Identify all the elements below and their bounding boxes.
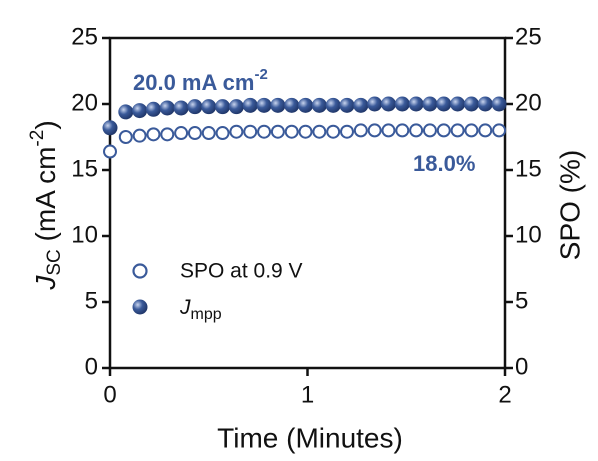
data-point — [380, 96, 396, 112]
annotation-text: 20.0 mA cm — [133, 70, 254, 95]
data-point — [270, 97, 286, 113]
data-point — [242, 97, 258, 113]
data-point — [132, 128, 147, 143]
data-point — [159, 100, 175, 116]
y-label-main: J — [30, 275, 61, 291]
data-point — [409, 123, 424, 138]
data-point — [103, 144, 117, 159]
data-point — [174, 126, 189, 141]
data-point — [284, 124, 299, 139]
data-point — [284, 97, 300, 113]
y-tick-label: 10 — [71, 221, 98, 248]
y-tick-label: 0 — [85, 353, 98, 380]
y-tick-label: 5 — [85, 287, 98, 314]
data-point — [491, 96, 507, 112]
y2-tick-label: 20 — [515, 89, 542, 116]
data-point — [118, 130, 133, 144]
data-point — [477, 96, 493, 112]
legend-label-sub: mpp — [191, 306, 222, 323]
data-point — [118, 104, 134, 120]
data-point — [422, 96, 438, 112]
data-point — [187, 126, 202, 141]
data-point — [395, 123, 410, 138]
y-label-rest: (mA cm — [30, 147, 61, 250]
data-point — [450, 123, 465, 138]
data-point — [325, 97, 341, 113]
data-point — [339, 97, 355, 113]
data-point — [326, 124, 341, 139]
y-label-sup: -2 — [27, 130, 48, 147]
data-point — [367, 123, 382, 138]
data-point — [464, 123, 479, 138]
data-point — [215, 126, 230, 141]
x-axis-label: Time (Minutes) — [217, 422, 403, 453]
data-point — [367, 96, 383, 112]
y-tick-label: 20 — [71, 89, 98, 116]
data-point — [436, 123, 451, 138]
data-point — [243, 124, 258, 139]
y2-axis-label: SPO (%) — [554, 150, 585, 260]
y2-tick-label: 25 — [515, 23, 542, 50]
y2-tick-label: 10 — [515, 221, 542, 248]
data-point — [353, 97, 369, 113]
data-point — [257, 124, 272, 139]
data-point — [201, 126, 216, 141]
annotation: 18.0% — [413, 151, 475, 176]
legend-marker — [132, 299, 148, 315]
data-point — [298, 97, 314, 113]
data-point — [492, 123, 507, 138]
x-tick-label: 1 — [301, 381, 314, 408]
x-tick-label: 2 — [498, 381, 511, 408]
data-point — [340, 124, 354, 139]
data-point — [298, 124, 313, 139]
data-point — [394, 96, 410, 112]
data-point — [381, 123, 396, 138]
data-point — [422, 123, 437, 138]
data-point — [201, 99, 217, 115]
y-label-end: ) — [30, 120, 61, 129]
data-point — [146, 127, 161, 142]
data-point — [229, 124, 244, 139]
annotation: 20.0 mA cm-2 — [133, 66, 268, 95]
x-tick-label: 0 — [103, 381, 116, 408]
y-axis-label: JSC (mA cm-2) — [27, 120, 65, 290]
data-point — [187, 99, 203, 115]
data-point — [270, 124, 285, 139]
y2-tick-label: 15 — [515, 155, 542, 182]
data-point — [312, 124, 327, 139]
data-point — [173, 100, 189, 116]
data-point — [353, 123, 368, 138]
y-tick-label: 25 — [71, 23, 98, 50]
data-point — [436, 96, 452, 112]
y-label-sub: SC — [44, 249, 65, 275]
y-tick-label: 15 — [71, 155, 98, 182]
legend-marker — [132, 263, 148, 279]
data-point — [215, 99, 231, 115]
data-point — [228, 99, 244, 115]
data-point — [256, 97, 272, 113]
legend-label: SPO at 0.9 V — [180, 260, 303, 283]
legend-label: Jmpp — [179, 296, 222, 324]
data-point — [450, 96, 466, 112]
data-point — [102, 120, 118, 136]
y2-tick-label: 0 — [515, 353, 528, 380]
data-point — [311, 97, 327, 113]
data-point — [145, 101, 161, 117]
data-point — [132, 103, 148, 119]
data-point — [408, 96, 424, 112]
data-point — [478, 123, 493, 138]
data-point — [463, 96, 479, 112]
y2-tick-label: 5 — [515, 287, 528, 314]
data-point — [160, 127, 175, 142]
annotation-sup: -2 — [254, 66, 267, 83]
legend-label-main: J — [179, 296, 191, 319]
